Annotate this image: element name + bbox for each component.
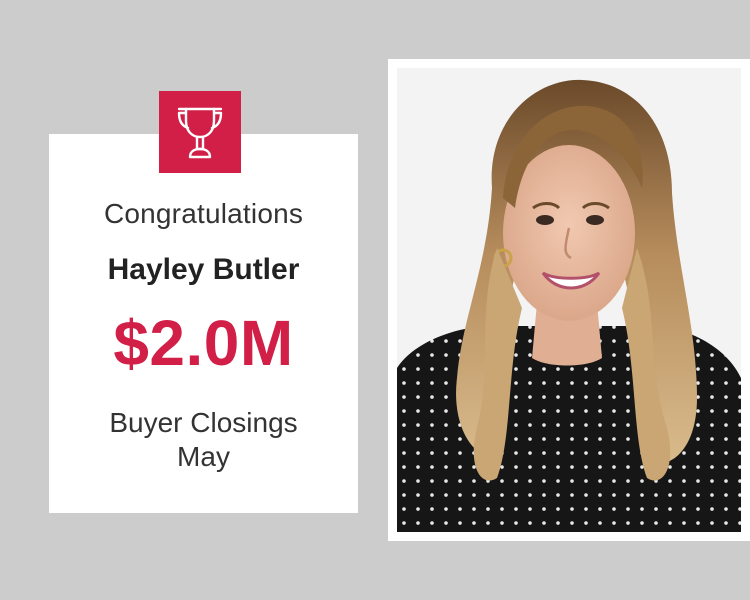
portrait-photo xyxy=(397,68,741,532)
achievement-description: Buyer Closings xyxy=(109,407,298,438)
congrats-heading: Congratulations xyxy=(103,198,304,229)
sales-amount: $2.0M xyxy=(113,307,294,379)
trophy-badge xyxy=(159,91,241,173)
trophy-icon xyxy=(177,107,223,159)
agent-name: Hayley Butler xyxy=(107,253,300,286)
achievement-month: May xyxy=(177,441,230,472)
photo-frame xyxy=(388,59,750,541)
congrats-card: Congratulations Hayley Butler $2.0M Buye… xyxy=(49,134,358,513)
